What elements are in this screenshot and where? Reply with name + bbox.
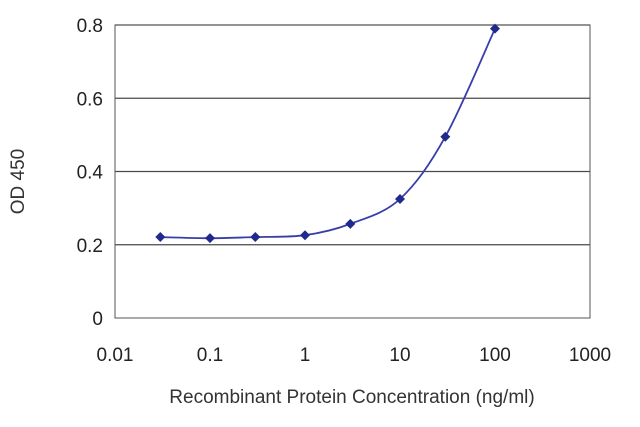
x-tick-label: 100 (479, 345, 511, 366)
y-tick-label: 0.2 (77, 236, 103, 257)
x-tick-label: 10 (389, 345, 410, 366)
y-tick-label: 0.6 (77, 89, 103, 110)
data-point (395, 193, 405, 204)
gridlines (115, 24, 590, 246)
x-tick-label: 1000 (569, 345, 611, 366)
x-tick-label: 0.1 (197, 345, 223, 366)
data-point (300, 230, 310, 241)
data-point (490, 23, 500, 34)
data-point (345, 218, 356, 229)
plot-area-frame (114, 24, 591, 319)
data-point (205, 233, 215, 244)
x-tick-label: 0.01 (97, 345, 134, 366)
y-tick-label: 0 (92, 309, 103, 330)
data-point (155, 232, 166, 243)
y-axis-tick-labels: 0 0.2 0.4 0.6 0.8 (77, 16, 104, 330)
x-axis-title: Recombinant Protein Concentration (ng/ml… (169, 387, 534, 408)
data-point (250, 232, 261, 243)
y-axis-title: OD 450 (8, 149, 29, 214)
x-axis-tick-labels: 0.01 0.1 1 10 100 1000 (97, 345, 612, 366)
data-points (155, 23, 500, 244)
y-tick-label: 0.8 (77, 16, 103, 37)
x-tick-label: 1 (300, 345, 311, 366)
data-point (440, 131, 451, 142)
y-tick-label: 0.4 (77, 163, 104, 184)
